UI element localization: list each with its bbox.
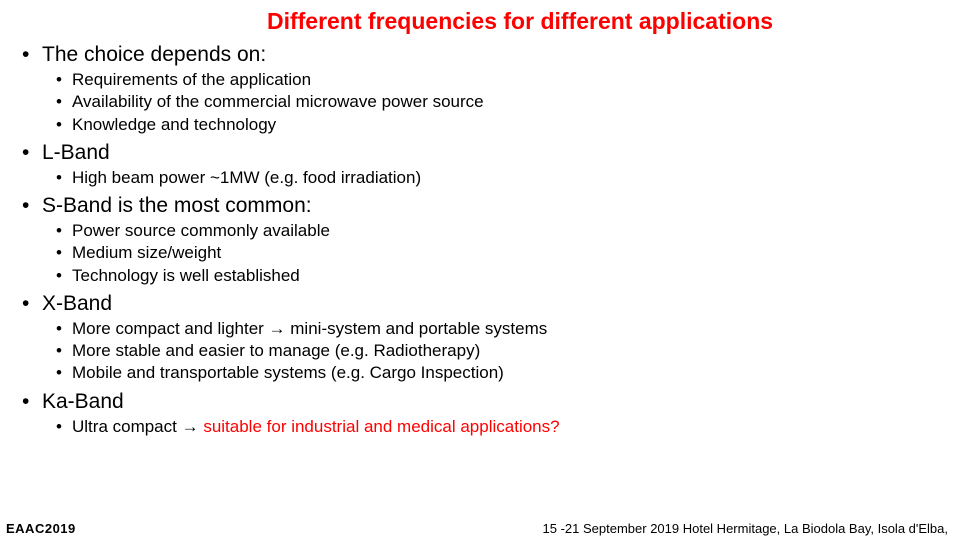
item-text: Technology is well established xyxy=(72,265,300,286)
list-item: •Power source commonly available xyxy=(52,220,960,241)
bullet-dot: • xyxy=(52,69,72,90)
highlight-text: suitable for industrial and medical appl… xyxy=(199,417,560,436)
list-item: •Availability of the commercial microwav… xyxy=(52,91,960,112)
list-item: •Mobile and transportable systems (e.g. … xyxy=(52,362,960,383)
bullet-dot: • xyxy=(52,340,72,361)
heading-text: The choice depends on: xyxy=(42,43,266,67)
list-item: •More compact and lighter → mini-system … xyxy=(52,318,960,339)
bullet-dot: • xyxy=(18,43,42,67)
heading-text: S-Band is the most common: xyxy=(42,194,312,218)
bullet-dot: • xyxy=(18,390,42,414)
bullet-dot: • xyxy=(18,141,42,165)
list-item: •Technology is well established xyxy=(52,265,960,286)
item-text: Mobile and transportable systems (e.g. C… xyxy=(72,362,504,383)
list-item: •More stable and easier to manage (e.g. … xyxy=(52,340,960,361)
arrow-icon: → xyxy=(269,319,286,338)
item-text: High beam power ~1MW (e.g. food irradiat… xyxy=(72,167,421,188)
item-text: Medium size/weight xyxy=(72,242,221,263)
item-text: Ultra compact → suitable for industrial … xyxy=(72,416,560,437)
list-item: •Ultra compact → suitable for industrial… xyxy=(52,416,960,437)
section-heading: • S-Band is the most common: xyxy=(18,194,960,218)
item-text: More stable and easier to manage (e.g. R… xyxy=(72,340,480,361)
list-item: •Requirements of the application xyxy=(52,69,960,90)
item-text: Power source commonly available xyxy=(72,220,330,241)
bullet-dot: • xyxy=(52,91,72,112)
section-heading: • X-Band xyxy=(18,292,960,316)
item-text: More compact and lighter → mini-system a… xyxy=(72,318,547,339)
slide-title: Different frequencies for different appl… xyxy=(0,0,960,35)
bullet-dot: • xyxy=(52,220,72,241)
bullet-dot: • xyxy=(52,318,72,339)
section-heading: • L-Band xyxy=(18,141,960,165)
bullet-dot: • xyxy=(52,362,72,383)
slide-content: • The choice depends on: •Requirements o… xyxy=(0,35,960,437)
bullet-dot: • xyxy=(18,292,42,316)
heading-text: L-Band xyxy=(42,141,110,165)
section-heading: • The choice depends on: xyxy=(18,43,960,67)
bullet-dot: • xyxy=(52,242,72,263)
slide-footer: EAAC2019 15 -21 September 2019 Hotel Her… xyxy=(0,521,960,536)
heading-text: Ka-Band xyxy=(42,390,124,414)
footer-left-text: EAAC2019 xyxy=(6,521,76,536)
section-heading: • Ka-Band xyxy=(18,390,960,414)
arrow-icon: → xyxy=(182,417,199,436)
bullet-dot: • xyxy=(52,265,72,286)
bullet-dot: • xyxy=(18,194,42,218)
item-text: Requirements of the application xyxy=(72,69,311,90)
footer-right-text: 15 -21 September 2019 Hotel Hermitage, L… xyxy=(543,521,948,536)
bullet-dot: • xyxy=(52,416,72,437)
list-item: •Knowledge and technology xyxy=(52,114,960,135)
bullet-dot: • xyxy=(52,167,72,188)
bullet-dot: • xyxy=(52,114,72,135)
item-text: Knowledge and technology xyxy=(72,114,276,135)
heading-text: X-Band xyxy=(42,292,112,316)
item-text: Availability of the commercial microwave… xyxy=(72,91,484,112)
list-item: •High beam power ~1MW (e.g. food irradia… xyxy=(52,167,960,188)
list-item: •Medium size/weight xyxy=(52,242,960,263)
